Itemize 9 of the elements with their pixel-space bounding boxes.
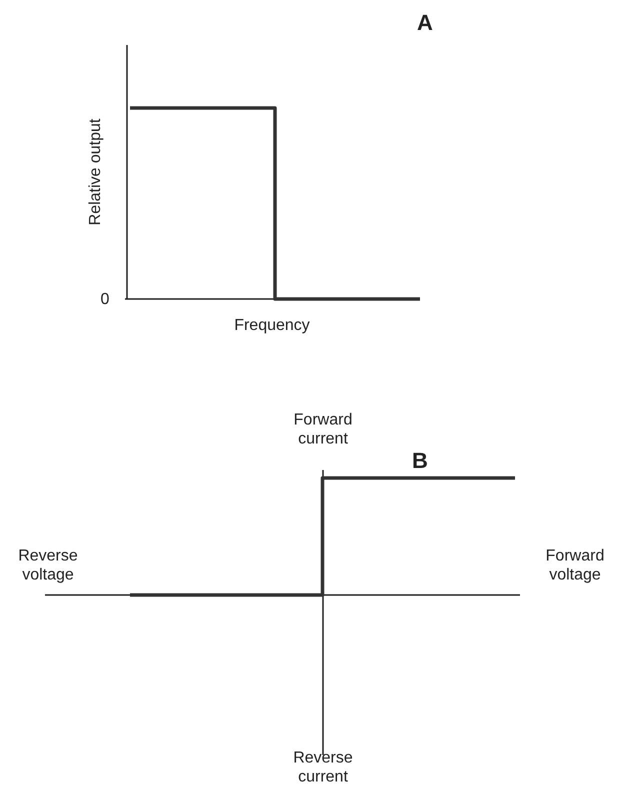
chart-title: A bbox=[417, 10, 434, 35]
x-axis-title: Frequency bbox=[234, 317, 310, 334]
y-axis-title: Relative output bbox=[87, 118, 104, 226]
text: Reverse current bbox=[293, 750, 353, 786]
x-axis-title: Forward voltage bbox=[546, 548, 604, 584]
y-axis-title: Forward current bbox=[294, 412, 352, 448]
chart-title: B bbox=[412, 448, 428, 473]
annotation: Reverse voltage bbox=[18, 548, 78, 584]
text: 0 bbox=[100, 291, 110, 308]
